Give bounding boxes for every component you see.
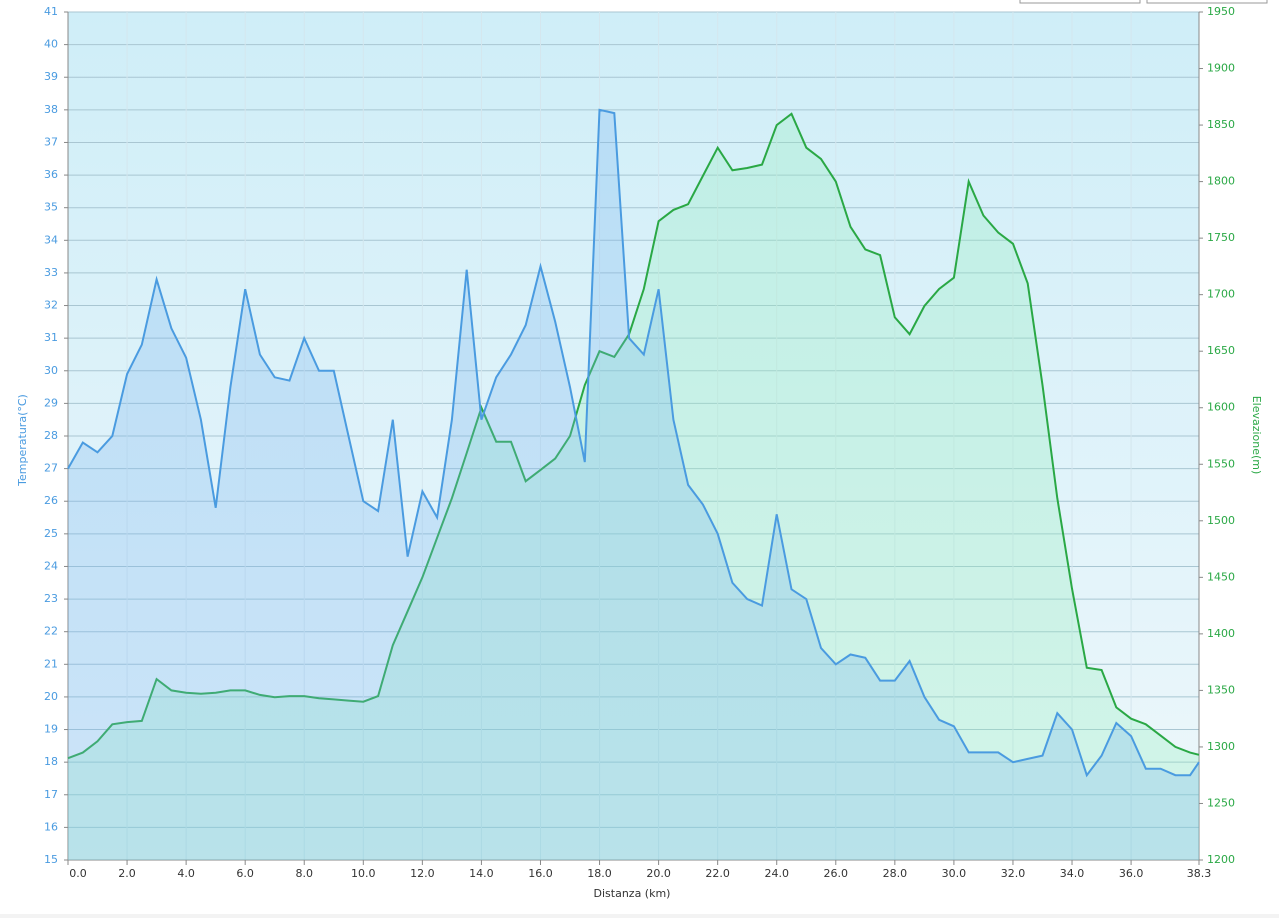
y-tick-label: 32 <box>44 299 58 312</box>
y-tick-label: 19 <box>44 723 58 736</box>
x-tick-label: 38.3 <box>1187 867 1212 880</box>
y-tick-label: 24 <box>44 559 58 572</box>
y-tick-label: 33 <box>44 266 58 279</box>
x-tick-label: 16.0 <box>528 867 553 880</box>
x-tick-label: 8.0 <box>295 867 313 880</box>
x-tick-label: 22.0 <box>705 867 730 880</box>
y-tick-label: 28 <box>44 429 58 442</box>
y2-tick-label: 1550 <box>1207 457 1235 470</box>
x-tick-label: 2.0 <box>118 867 136 880</box>
button[interactable] <box>1019 0 1141 4</box>
series-area <box>68 109 1199 861</box>
y-tick-label: 22 <box>44 625 58 638</box>
series-area <box>68 113 1199 861</box>
x-tick-label: 10.0 <box>351 867 376 880</box>
y-tick-label: 41 <box>44 5 58 18</box>
x-axis-title: Distanza (km) <box>594 887 671 900</box>
y2-tick-label: 1650 <box>1207 344 1235 357</box>
x-tick-label: 12.0 <box>410 867 435 880</box>
y2-tick-label: 1350 <box>1207 683 1235 696</box>
y-tick-label: 21 <box>44 657 58 670</box>
y2-tick-label: 1450 <box>1207 570 1235 583</box>
y2-tick-label: 1300 <box>1207 740 1235 753</box>
y-tick-label: 38 <box>44 103 58 116</box>
series-line <box>67 108 1200 778</box>
x-tick-label: 26.0 <box>824 867 849 880</box>
x-tick-label: 4.0 <box>177 867 195 880</box>
y2-tick-label: 1500 <box>1207 514 1235 527</box>
y-tick-label: 20 <box>44 690 58 703</box>
y-tick-label: 18 <box>44 755 58 768</box>
x-tick-label: 14.0 <box>469 867 494 880</box>
y2-tick-label: 1850 <box>1207 118 1235 131</box>
x-tick-label: 6.0 <box>236 867 254 880</box>
y2-tick-label: 1950 <box>1207 5 1235 18</box>
y-tick-label: 30 <box>44 364 58 377</box>
x-tick-label: 24.0 <box>764 867 789 880</box>
x-tick-label: 28.0 <box>883 867 908 880</box>
x-tick-label: 20.0 <box>646 867 671 880</box>
y-tick-label: 34 <box>44 233 58 246</box>
x-tick-label: 34.0 <box>1060 867 1085 880</box>
y2-tick-label: 1400 <box>1207 627 1235 640</box>
y-tick-label: 31 <box>44 331 58 344</box>
y-tick-label: 39 <box>44 70 58 83</box>
x-tick-label: 0.0 <box>69 867 87 880</box>
y-tick-label: 23 <box>44 592 58 605</box>
y-tick-label: 35 <box>44 201 58 214</box>
x-tick-label: 18.0 <box>587 867 612 880</box>
x-tick-label: 36.0 <box>1119 867 1144 880</box>
y-tick-label: 27 <box>44 462 58 475</box>
y2-tick-label: 1800 <box>1207 175 1235 188</box>
y-tick-label: 29 <box>44 396 58 409</box>
y-tick-label: 16 <box>44 820 58 833</box>
y2-tick-label: 1900 <box>1207 62 1235 75</box>
y-tick-label: 17 <box>44 788 58 801</box>
x-tick-label: 30.0 <box>942 867 967 880</box>
y-tick-label: 40 <box>44 38 58 51</box>
y-tick-label: 37 <box>44 135 58 148</box>
y2-tick-label: 1250 <box>1207 796 1235 809</box>
y-tick-label: 26 <box>44 494 58 507</box>
x-tick-label: 32.0 <box>1001 867 1026 880</box>
button[interactable] <box>1146 0 1268 4</box>
y-tick-label: 15 <box>44 853 58 866</box>
y-axis-title: Temperatura(°C) <box>16 394 29 487</box>
y2-tick-label: 1700 <box>1207 288 1235 301</box>
y2-tick-label: 1750 <box>1207 231 1235 244</box>
series-line <box>67 112 1200 760</box>
y-tick-label: 36 <box>44 168 58 181</box>
y2-tick-label: 1200 <box>1207 853 1235 866</box>
y-tick-label: 25 <box>44 527 58 540</box>
y2-axis-title: Elevazione(m) <box>1250 396 1263 475</box>
y2-tick-label: 1600 <box>1207 401 1235 414</box>
